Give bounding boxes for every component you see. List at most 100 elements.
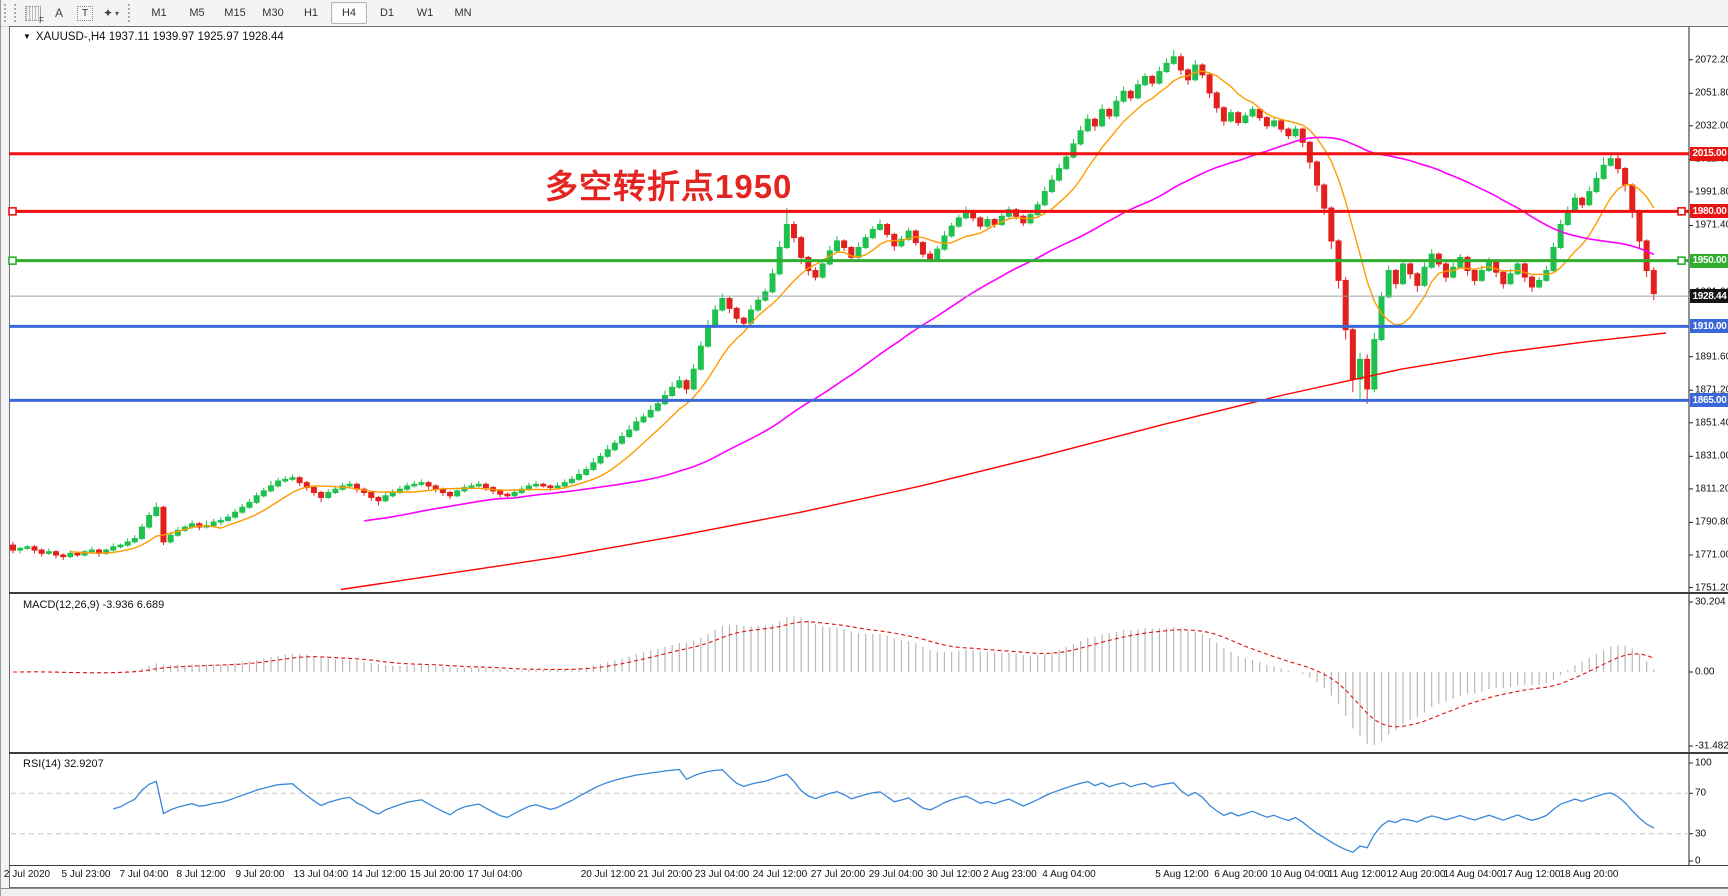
candle-body	[1385, 270, 1392, 298]
price-tick-label: 1831.00	[1695, 450, 1728, 462]
candle-body	[1507, 273, 1514, 285]
candle-body	[1249, 108, 1256, 117]
window-bottom-edge	[1, 888, 1728, 896]
price-tick-label: 1871.20	[1695, 384, 1728, 396]
candle-body	[1328, 207, 1335, 242]
price-level-badge: 1910.00	[1690, 319, 1728, 334]
time-axis-label: 15 Jul 20:00	[409, 869, 465, 880]
candle-body	[239, 506, 246, 513]
price-tick-label: 1811.20	[1695, 483, 1728, 495]
candle-body	[783, 223, 790, 249]
candle-body	[1586, 191, 1593, 206]
candle-body	[705, 325, 712, 347]
price-tick-label: 1771.00	[1695, 549, 1728, 561]
candle-body	[1321, 184, 1328, 209]
timeframe-button-m15[interactable]: M15	[224, 7, 246, 19]
candle-body	[1521, 263, 1528, 278]
price-tick-label: 1891.60	[1695, 351, 1728, 363]
toolbar-grip[interactable]	[4, 4, 16, 22]
timeframe-button-m5[interactable]: M5	[189, 7, 205, 19]
candle-body	[533, 483, 540, 487]
timeframe-button-m30[interactable]: M30	[262, 7, 284, 19]
candle-body	[210, 521, 217, 526]
candle-body	[719, 297, 726, 311]
candle-body	[977, 217, 984, 227]
timeframe-button-h1[interactable]: H1	[303, 7, 319, 19]
candle-body	[733, 307, 740, 319]
price-level-badge: 2015.00	[1690, 146, 1728, 161]
candle-body	[1013, 209, 1020, 217]
candle-body	[425, 482, 432, 487]
rsi-indicator-label: RSI(14) 32.9207	[23, 758, 104, 770]
candle-body	[934, 248, 941, 260]
time-axis-label: 20 Jul 12:00	[580, 869, 636, 880]
timeframe-button-d1[interactable]: D1	[379, 7, 395, 19]
crosshair-icon[interactable]: ✦ ▾	[102, 6, 120, 20]
candle-body	[1278, 120, 1285, 130]
candle-body	[1070, 143, 1077, 158]
candle-body	[418, 482, 425, 485]
panel-separator[interactable]	[9, 752, 1728, 754]
candle-body	[310, 487, 317, 494]
candle-body	[1629, 184, 1636, 212]
panel-separator[interactable]	[9, 592, 1728, 594]
candle-body	[583, 468, 590, 475]
time-axis-label: 6 Aug 20:00	[1214, 869, 1268, 880]
candle-body	[1134, 84, 1141, 99]
candle-body	[10, 544, 16, 551]
time-axis-label: 12 Aug 20:00	[1386, 869, 1446, 880]
candle-body	[346, 483, 353, 487]
dropdown-caret-icon[interactable]: ▾	[115, 8, 120, 18]
candle-body	[1349, 329, 1356, 380]
candle-body	[1077, 130, 1084, 145]
candle-body	[389, 492, 396, 497]
candle-body	[52, 551, 59, 556]
rsi-tick-label: 100	[1695, 757, 1712, 769]
timeframe-button-w1[interactable]: W1	[416, 7, 434, 19]
time-axis-label: 2 Jul 2020	[3, 869, 51, 880]
candle-body	[439, 488, 446, 494]
candle-body	[790, 223, 797, 239]
candle-body	[1579, 197, 1586, 206]
candle-body	[74, 552, 81, 556]
candle-body	[504, 493, 511, 497]
candle-body	[31, 546, 38, 551]
chevron-down-icon[interactable]: ▼	[23, 32, 31, 41]
candle-body	[819, 263, 826, 278]
time-axis-label: 30 Jul 12:00	[926, 869, 982, 880]
candle-body	[1622, 168, 1629, 186]
timeframe-button-mn[interactable]: MN	[454, 7, 472, 19]
candle-body	[1213, 92, 1220, 109]
candle-body	[1127, 90, 1134, 99]
candle-body	[1285, 128, 1292, 137]
price-tick-label: 1991.80	[1695, 186, 1728, 198]
candle-body	[217, 519, 224, 523]
chart-window[interactable]	[9, 26, 1728, 888]
timeframe-bar: M1 M5 M15 M30 H1 H4 D1 W1 MN	[140, 2, 482, 24]
candle-body	[38, 549, 45, 554]
candle-body	[1478, 270, 1485, 281]
candle-body	[833, 240, 840, 252]
candle-body	[1084, 118, 1091, 132]
cursor-icon[interactable]: A	[54, 6, 63, 20]
chart-shift-icon[interactable]: F	[21, 3, 45, 25]
candle-body	[1106, 108, 1113, 117]
timeframe-button-h4[interactable]: H4	[331, 2, 367, 24]
candle-body	[1099, 108, 1106, 127]
candle-body	[17, 547, 24, 551]
time-axis-label: 17 Jul 04:00	[467, 869, 523, 880]
price-tick-label: 1971.40	[1695, 219, 1728, 231]
candle-body	[1005, 209, 1012, 217]
candle-body	[1614, 158, 1621, 170]
candle-body	[1314, 161, 1321, 186]
candle-body	[540, 483, 547, 487]
candle-body	[224, 516, 231, 521]
candle-body	[1557, 223, 1564, 249]
timeframe-button-m1[interactable]: M1	[151, 7, 167, 19]
text-label-icon[interactable]: T	[73, 3, 97, 23]
candle-body	[984, 219, 991, 227]
candle-body	[1048, 179, 1055, 193]
candle-body	[131, 538, 138, 543]
time-axis-label: 23 Jul 04:00	[694, 869, 750, 880]
